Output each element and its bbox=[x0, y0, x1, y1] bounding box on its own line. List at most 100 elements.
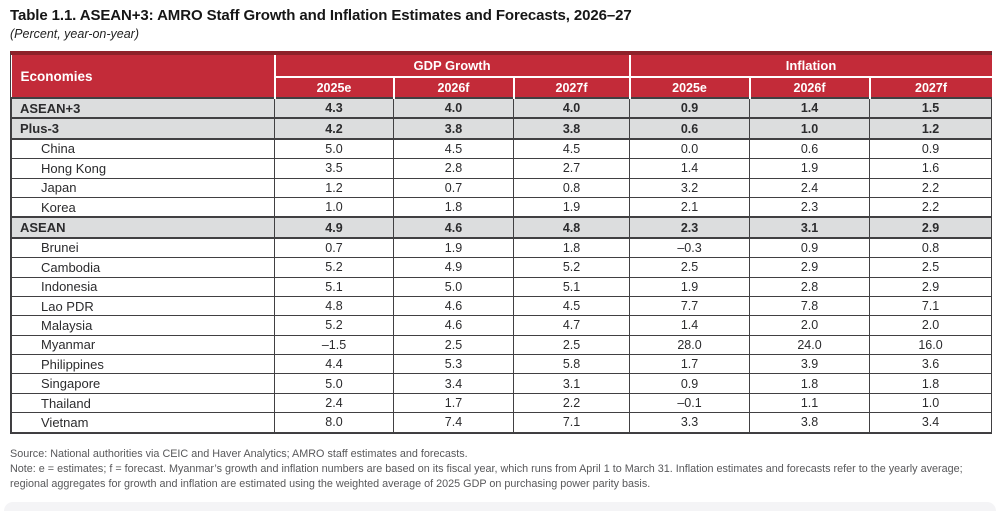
inflation-2026f-cell: 2.0 bbox=[749, 315, 871, 336]
gdp-2027f-cell: 4.5 bbox=[512, 138, 631, 160]
page-title: Table 1.1. ASEAN+3: AMRO Staff Growth an… bbox=[10, 7, 632, 24]
inflation-2026f-cell: 2.8 bbox=[749, 276, 871, 297]
gdp-2026f-cell: 4.6 bbox=[393, 295, 514, 317]
gdp-2025e-cell: 3.5 bbox=[274, 158, 394, 179]
year-header-row: 2025e 2026f 2027f 2025e 2026f 2027f bbox=[12, 77, 992, 98]
economy-label: ASEAN bbox=[11, 216, 275, 239]
table-row: Myanmar –1.5 2.5 2.5 28.0 24.0 16.0 bbox=[11, 334, 993, 356]
gdp-2027f-cell: 0.8 bbox=[512, 177, 631, 198]
table-row: Brunei 0.7 1.9 1.8 –0.3 0.9 0.8 bbox=[11, 237, 993, 259]
table-header: Economies GDP Growth Inflation 2025e 202… bbox=[11, 55, 992, 98]
gdp-2027f-cell: 2.7 bbox=[512, 158, 631, 179]
inflation-2026f-cell: 3.1 bbox=[749, 216, 871, 239]
gdp-2026f-cell: 3.4 bbox=[393, 373, 514, 394]
inflation-2025e-cell: –0.3 bbox=[629, 237, 751, 259]
gdp-year-header-2027f: 2027f bbox=[512, 77, 630, 98]
economy-label: Hong Kong bbox=[11, 158, 275, 179]
inflation-2026f-cell: 3.9 bbox=[749, 354, 871, 375]
table-notes: Source: National authorities via CEIC an… bbox=[10, 447, 990, 493]
table-body: ASEAN+3 4.3 4.0 4.0 0.9 1.4 1.5 Plus-3 4… bbox=[11, 96, 993, 433]
gdp-2027f-cell: 3.8 bbox=[512, 117, 631, 140]
gdp-2027f-cell: 4.5 bbox=[512, 295, 631, 317]
inflation-2027f-cell: 7.1 bbox=[869, 295, 993, 317]
inflation-2025e-cell: 0.9 bbox=[629, 373, 751, 394]
inflation-2025e-cell: 1.4 bbox=[629, 158, 751, 179]
table-row: Philippines 4.4 5.3 5.8 1.7 3.9 3.6 bbox=[11, 354, 993, 375]
economy-label: Myanmar bbox=[11, 334, 275, 356]
table-row: China 5.0 4.5 4.5 0.0 0.6 0.9 bbox=[11, 138, 993, 160]
gdp-2026f-cell: 3.8 bbox=[393, 117, 514, 140]
inflation-2027f-cell: 2.2 bbox=[869, 196, 993, 218]
inflation-2026f-cell: 0.9 bbox=[749, 237, 871, 259]
inflation-2025e-cell: 0.6 bbox=[629, 117, 751, 140]
gdp-2026f-cell: 4.6 bbox=[393, 315, 514, 336]
gdp-2025e-cell: 2.4 bbox=[274, 392, 394, 414]
economy-label: Cambodia bbox=[11, 257, 275, 278]
inflation-2026f-cell: 0.6 bbox=[749, 138, 871, 160]
inflation-2025e-cell: 7.7 bbox=[629, 295, 751, 317]
inflation-2026f-cell: 3.8 bbox=[749, 412, 871, 433]
inflation-year-header-2027f: 2027f bbox=[868, 77, 992, 98]
inflation-2025e-cell: 0.9 bbox=[629, 96, 751, 120]
economy-label: Korea bbox=[11, 196, 275, 218]
economy-label: Singapore bbox=[11, 373, 275, 394]
gdp-2027f-cell: 2.5 bbox=[512, 334, 631, 356]
inflation-2025e-cell: 3.2 bbox=[629, 177, 751, 198]
inflation-2027f-cell: 2.2 bbox=[869, 177, 993, 198]
inflation-2025e-cell: 1.7 bbox=[629, 354, 751, 375]
economy-label: ASEAN+3 bbox=[11, 96, 275, 120]
inflation-2027f-cell: 3.4 bbox=[869, 412, 993, 433]
gdp-2026f-cell: 1.8 bbox=[393, 196, 514, 218]
inflation-2027f-cell: 1.8 bbox=[869, 373, 993, 394]
gdp-2027f-cell: 4.0 bbox=[512, 96, 631, 120]
gdp-2026f-cell: 5.0 bbox=[393, 276, 514, 297]
gdp-2025e-cell: 4.9 bbox=[274, 216, 394, 239]
economy-label: China bbox=[11, 138, 275, 160]
data-table: Economies GDP Growth Inflation 2025e 202… bbox=[11, 55, 993, 433]
inflation-2026f-cell: 1.8 bbox=[749, 373, 871, 394]
inflation-2027f-cell: 3.6 bbox=[869, 354, 993, 375]
gdp-2026f-cell: 5.3 bbox=[393, 354, 514, 375]
economy-label: Japan bbox=[11, 177, 275, 198]
inflation-year-header-2026f: 2026f bbox=[748, 77, 870, 98]
source-note: Source: National authorities via CEIC an… bbox=[10, 447, 468, 460]
economy-label: Vietnam bbox=[11, 412, 275, 433]
economy-label: Plus-3 bbox=[11, 117, 275, 140]
gdp-2025e-cell: 8.0 bbox=[274, 412, 394, 433]
table-row: Indonesia 5.1 5.0 5.1 1.9 2.8 2.9 bbox=[11, 276, 993, 297]
inflation-2027f-cell: 1.0 bbox=[869, 392, 993, 414]
gdp-2027f-cell: 5.8 bbox=[512, 354, 631, 375]
inflation-2025e-cell: 2.5 bbox=[629, 257, 751, 278]
gdp-2026f-cell: 1.9 bbox=[393, 237, 514, 259]
gdp-2025e-cell: 5.0 bbox=[274, 138, 394, 160]
inflation-2026f-cell: 7.8 bbox=[749, 295, 871, 317]
inflation-2027f-cell: 1.6 bbox=[869, 158, 993, 179]
inflation-2025e-cell: 0.0 bbox=[629, 138, 751, 160]
economy-label: Indonesia bbox=[11, 276, 275, 297]
inflation-2025e-cell: 2.3 bbox=[629, 216, 751, 239]
economy-label: Philippines bbox=[11, 354, 275, 375]
gdp-year-header-2025e: 2025e bbox=[273, 77, 394, 98]
inflation-2026f-cell: 24.0 bbox=[749, 334, 871, 356]
inflation-2025e-cell: 1.9 bbox=[629, 276, 751, 297]
inflation-2026f-cell: 2.3 bbox=[749, 196, 871, 218]
gdp-2025e-cell: 4.3 bbox=[274, 96, 394, 120]
table-row: Korea 1.0 1.8 1.9 2.1 2.3 2.2 bbox=[11, 196, 993, 218]
table-row: ASEAN 4.9 4.6 4.8 2.3 3.1 2.9 bbox=[11, 216, 993, 239]
gdp-2027f-cell: 1.8 bbox=[512, 237, 631, 259]
inflation-2027f-cell: 16.0 bbox=[869, 334, 993, 356]
inflation-2025e-cell: 1.4 bbox=[629, 315, 751, 336]
inflation-2027f-cell: 2.9 bbox=[869, 216, 993, 239]
economies-header: Economies bbox=[11, 55, 276, 98]
table-row: ASEAN+3 4.3 4.0 4.0 0.9 1.4 1.5 bbox=[11, 96, 993, 120]
inflation-2025e-cell: –0.1 bbox=[629, 392, 751, 414]
gdp-2026f-cell: 2.8 bbox=[393, 158, 514, 179]
gdp-2025e-cell: 5.2 bbox=[274, 315, 394, 336]
gdp-2027f-cell: 1.9 bbox=[512, 196, 631, 218]
page-bottom-edge bbox=[4, 502, 996, 511]
gdp-2026f-cell: 1.7 bbox=[393, 392, 514, 414]
gdp-2026f-cell: 4.9 bbox=[393, 257, 514, 278]
inflation-2026f-cell: 1.9 bbox=[749, 158, 871, 179]
gdp-2025e-cell: 4.2 bbox=[274, 117, 394, 140]
economy-label: Brunei bbox=[11, 237, 275, 259]
